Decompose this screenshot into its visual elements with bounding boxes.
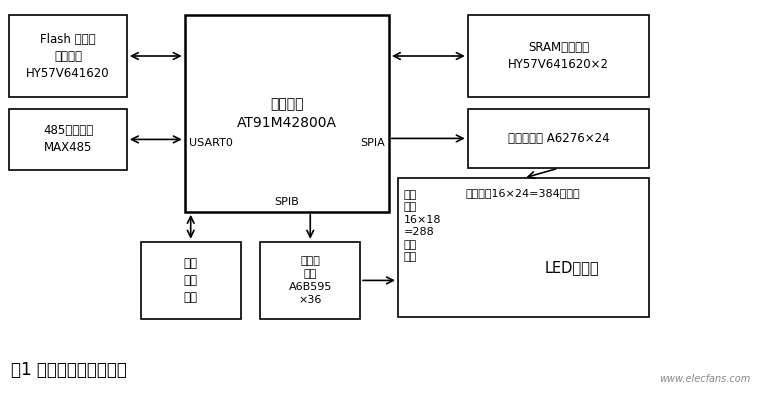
Bar	[9, 15, 127, 97]
Text: LED大屏幕: LED大屏幕	[545, 260, 600, 275]
Bar	[468, 15, 649, 97]
Text: 每行
共有
16×18
=288
个像
素点: 每行 共有 16×18 =288 个像 素点	[404, 190, 441, 262]
Bar	[468, 109, 649, 168]
Text: 微处理器
AT91M42800A: 微处理器 AT91M42800A	[237, 97, 337, 130]
Text: Flash 存储器
接口电路
HY57V641620: Flash 存储器 接口电路 HY57V641620	[27, 32, 110, 80]
Bar	[141, 242, 241, 319]
Text: 行驱动
电路
A6B595
×36: 行驱动 电路 A6B595 ×36	[289, 255, 332, 305]
Bar	[184, 15, 389, 212]
Text: SRAM接口电路
HY57V641620×2: SRAM接口电路 HY57V641620×2	[507, 41, 609, 71]
Text: 485接口电路
MAX485: 485接口电路 MAX485	[43, 124, 93, 154]
Text: USART0: USART0	[189, 138, 232, 148]
Text: 其他
基本
电路: 其他 基本 电路	[184, 257, 197, 304]
Bar	[261, 242, 360, 319]
Text: SPIA: SPIA	[360, 138, 385, 148]
Bar	[9, 109, 127, 170]
Text: 列驱动电路 A6276×24: 列驱动电路 A6276×24	[507, 132, 609, 145]
Text: 每列共有16×24=384像素点: 每列共有16×24=384像素点	[466, 188, 581, 198]
Bar	[398, 178, 649, 317]
Text: 图1 系统的硬件结构框图: 图1 系统的硬件结构框图	[11, 361, 127, 379]
Text: www.elecfans.com: www.elecfans.com	[659, 374, 751, 384]
Text: SPIB: SPIB	[274, 197, 299, 207]
